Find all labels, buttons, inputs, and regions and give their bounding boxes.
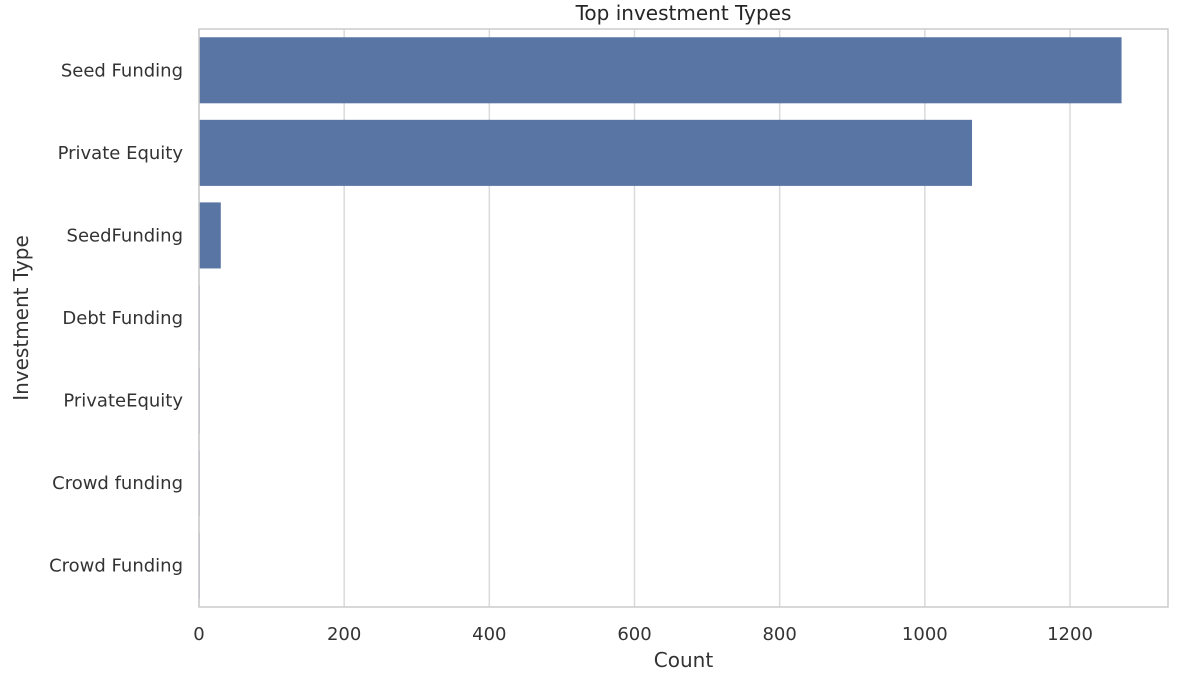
y-category-label: Debt Funding bbox=[62, 308, 183, 329]
grid-layer bbox=[198, 29, 1071, 607]
x-axis-title: Count bbox=[654, 648, 714, 672]
plot-frame bbox=[198, 28, 1169, 608]
x-tick-label: 600 bbox=[617, 624, 651, 645]
chart-title: Top investment Types bbox=[575, 1, 792, 25]
bar-seedfunding bbox=[199, 202, 221, 269]
x-tick-label: 1000 bbox=[902, 624, 948, 645]
y-category-label: Private Equity bbox=[58, 143, 184, 164]
bar-seed-funding bbox=[199, 37, 1122, 104]
x-tick-label: 800 bbox=[762, 624, 796, 645]
y-category-label: Crowd Funding bbox=[49, 556, 183, 577]
x-tick-labels: 0 200 400 600 800 1000 1200 bbox=[193, 624, 1093, 645]
y-category-label: PrivateEquity bbox=[63, 391, 183, 412]
x-tick-label: 400 bbox=[472, 624, 506, 645]
x-tick-label: 0 bbox=[193, 624, 204, 645]
y-category-label: Seed Funding bbox=[61, 60, 183, 81]
y-category-label: Crowd funding bbox=[52, 473, 183, 494]
x-tick-label: 200 bbox=[327, 624, 361, 645]
bars-layer bbox=[199, 37, 1122, 599]
bar-private-equity bbox=[199, 119, 973, 186]
y-category-label: SeedFunding bbox=[67, 225, 183, 246]
y-category-labels: Seed Funding Private Equity SeedFunding Deb… bbox=[49, 60, 183, 576]
x-tick-label: 1200 bbox=[1047, 624, 1093, 645]
y-axis-title: Investment Type bbox=[9, 235, 33, 401]
